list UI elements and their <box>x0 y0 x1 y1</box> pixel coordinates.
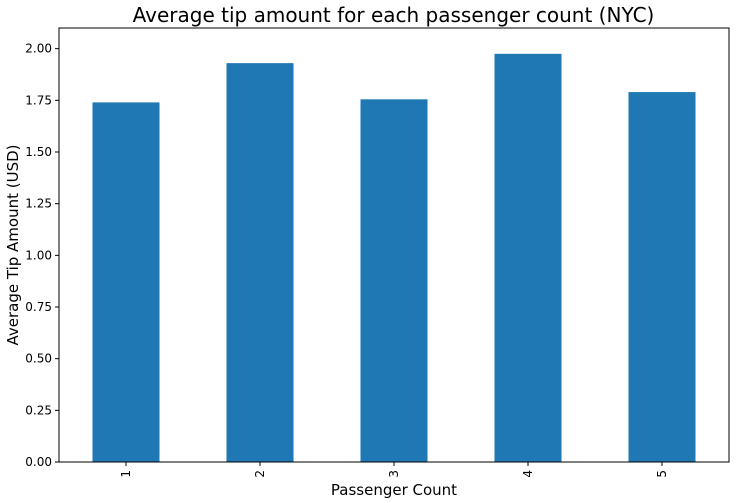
bars-group <box>92 53 696 463</box>
bar-1 <box>92 102 160 463</box>
x-axis-ticks: 1 2 3 4 5 <box>119 462 669 478</box>
x-tick-label: 5 <box>655 470 669 478</box>
y-tick-label: 2.00 <box>25 42 52 56</box>
y-tick-label: 0.25 <box>25 403 52 417</box>
bar-3 <box>360 99 428 463</box>
x-tick-label: 2 <box>253 470 267 478</box>
y-tick-label: 1.25 <box>25 197 52 211</box>
chart-title: Average tip amount for each passenger co… <box>133 3 655 27</box>
y-tick-label: 0.75 <box>25 300 52 314</box>
bar-4 <box>494 53 562 462</box>
y-tick-label: 1.00 <box>25 248 52 262</box>
x-tick-label: 3 <box>387 470 401 478</box>
x-tick-label: 1 <box>119 470 133 478</box>
x-tick-label: 4 <box>521 470 535 478</box>
y-axis-ticks: 0.00 0.25 0.50 0.75 1.00 1.25 1.50 1.75 2.00 <box>25 42 59 469</box>
bar-5 <box>628 92 696 462</box>
y-tick-label: 0.00 <box>25 455 52 469</box>
y-tick-label: 1.50 <box>25 145 52 159</box>
y-tick-label: 0.50 <box>25 352 52 366</box>
y-tick-label: 1.75 <box>25 93 52 107</box>
bar-2 <box>226 63 294 462</box>
y-axis-label: Average Tip Amount (USD) <box>4 145 22 346</box>
plot-frame <box>58 27 730 463</box>
x-axis-label: Passenger Count <box>331 481 457 499</box>
